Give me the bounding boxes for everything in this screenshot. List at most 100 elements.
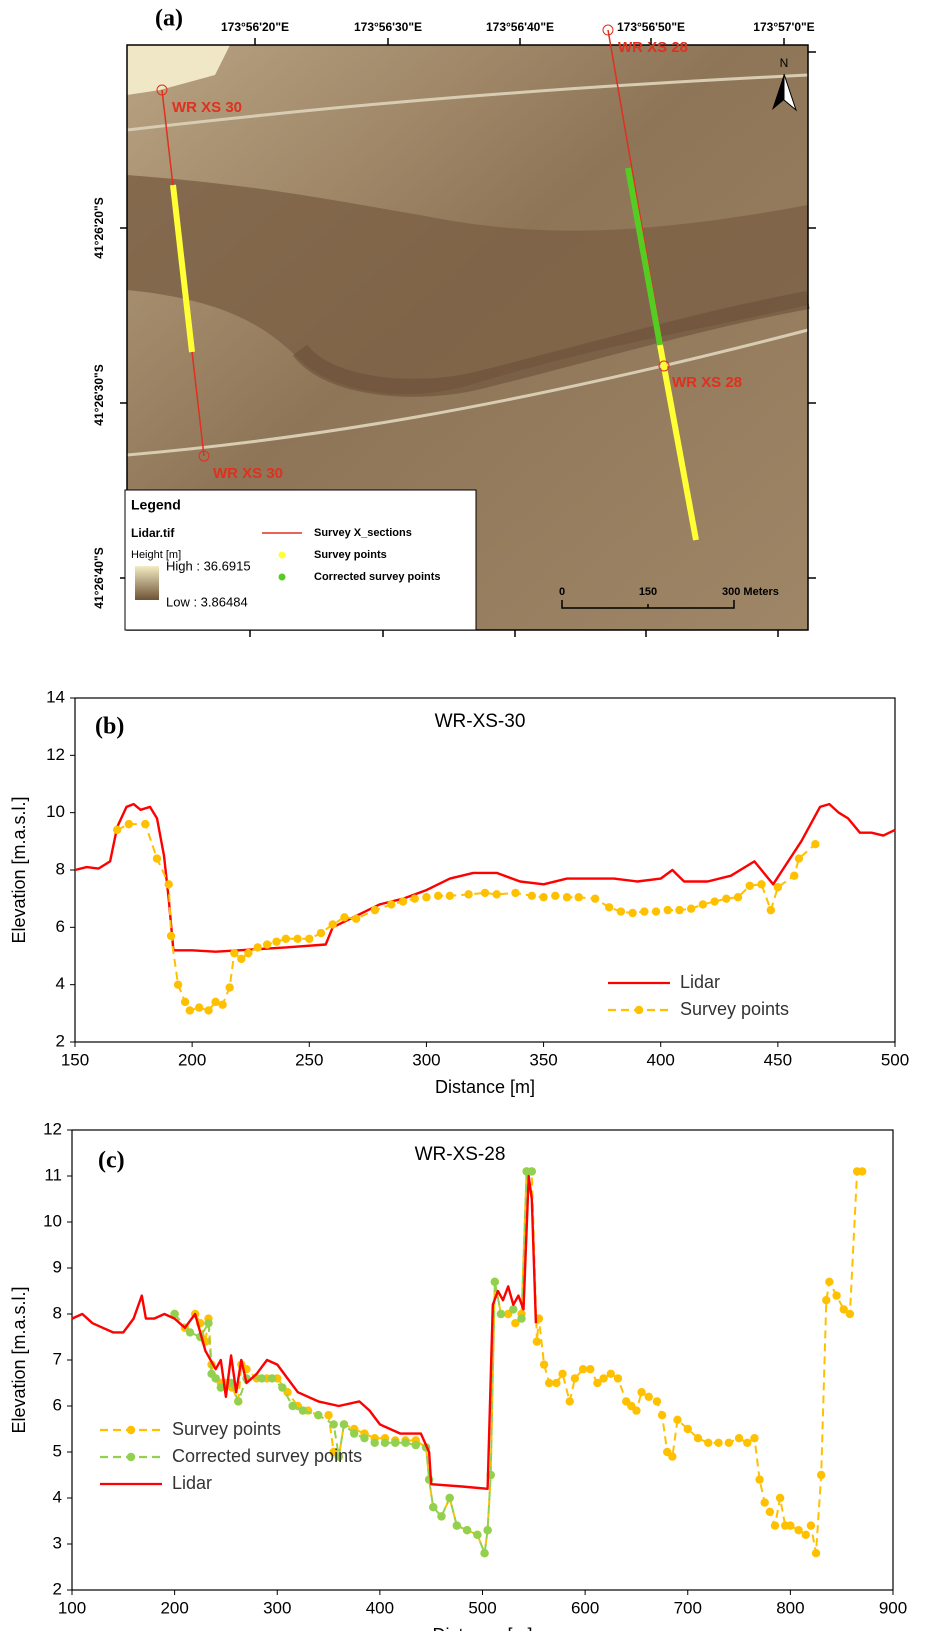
data-point — [562, 893, 572, 902]
data-point — [278, 1383, 287, 1392]
legend-swatch — [278, 551, 286, 559]
section-label: WR XS 28 — [672, 374, 742, 391]
data-point — [734, 1434, 744, 1443]
high-ground — [127, 45, 230, 95]
data-point — [663, 905, 672, 915]
data-point — [693, 1434, 703, 1443]
y-tick-label: 2 — [53, 1579, 62, 1598]
legend-marker — [126, 1425, 136, 1435]
data-point — [433, 891, 443, 900]
data-point — [445, 891, 455, 900]
lat-label: 41°26'20"S — [92, 197, 106, 258]
data-point — [305, 934, 314, 943]
chart-title: WR-XS-28 — [415, 1144, 506, 1165]
data-point — [267, 1374, 277, 1383]
data-point — [230, 948, 239, 958]
x-tick-label: 450 — [764, 1050, 792, 1069]
chart-title: WR-XS-30 — [435, 711, 526, 732]
lon-label: 173°56'40"E — [486, 20, 554, 34]
legend-title: Legend — [131, 497, 181, 513]
data-point — [141, 819, 150, 829]
data-point — [552, 1378, 561, 1388]
data-point — [473, 1530, 482, 1540]
data-point — [765, 1507, 775, 1517]
panel-label: (a) — [155, 6, 183, 32]
data-point — [770, 1521, 780, 1530]
data-point — [683, 1424, 692, 1434]
data-point — [673, 1415, 682, 1425]
data-point — [511, 888, 520, 898]
series-line — [173, 1170, 532, 1555]
data-point — [298, 1406, 308, 1415]
data-point — [593, 1378, 602, 1388]
x-tick-label: 500 — [881, 1050, 909, 1069]
panel-label: (c) — [98, 1148, 125, 1174]
x-tick-label: 100 — [58, 1598, 86, 1617]
legend-marker — [126, 1452, 136, 1462]
data-point — [387, 900, 396, 909]
data-point — [644, 1392, 653, 1402]
data-point — [257, 1374, 267, 1383]
data-point — [401, 1438, 410, 1448]
data-point — [698, 900, 708, 909]
data-point — [411, 1440, 420, 1450]
y-axis-label: Elevation [m.a.s.l.] — [9, 796, 29, 943]
data-point — [166, 931, 176, 941]
data-point — [845, 1309, 855, 1319]
y-tick-label: 2 — [56, 1031, 65, 1050]
section-label: WR XS 30 — [172, 99, 242, 116]
data-point — [185, 1006, 194, 1015]
data-point — [801, 1530, 810, 1540]
data-point — [462, 1526, 472, 1535]
survey-points — [170, 184, 195, 353]
legend-layer: Lidar.tif — [131, 526, 175, 540]
data-point — [218, 1000, 227, 1009]
scale-bar — [561, 600, 735, 609]
data-point — [509, 1305, 518, 1314]
y-tick-label: 12 — [43, 1119, 62, 1138]
lon-label: 173°57'0"E — [753, 20, 814, 34]
legend-label: Survey points — [680, 999, 789, 1019]
x-tick-label: 500 — [468, 1598, 496, 1617]
data-point — [253, 943, 262, 952]
legend-label: Lidar — [172, 1473, 212, 1493]
x-tick-label: 250 — [295, 1050, 323, 1069]
data-point — [194, 1003, 204, 1012]
data-point — [351, 914, 361, 923]
y-tick-label: 11 — [44, 1165, 62, 1184]
y-tick-label: 4 — [56, 974, 65, 993]
y-tick-label: 9 — [53, 1257, 62, 1276]
data-point — [244, 948, 253, 958]
corrected-survey-points — [625, 167, 663, 346]
data-point — [237, 954, 246, 964]
data-point — [714, 1438, 723, 1448]
data-point — [745, 881, 754, 890]
data-point — [652, 1397, 662, 1406]
legend-label: Lidar — [680, 972, 720, 992]
y-tick-label: 8 — [56, 859, 65, 878]
legend-item: Survey points — [314, 549, 387, 561]
data-point — [786, 1521, 795, 1530]
data-point — [422, 893, 431, 902]
data-point — [180, 997, 190, 1007]
data-point — [170, 1309, 179, 1319]
data-point — [578, 1365, 588, 1374]
y-tick-label: 6 — [53, 1395, 62, 1414]
data-point — [606, 1369, 615, 1379]
data-point — [398, 897, 408, 906]
data-point — [329, 1420, 338, 1429]
data-point — [437, 1512, 446, 1521]
data-point — [281, 934, 291, 943]
x-tick-label: 200 — [178, 1050, 206, 1069]
panel-label: (b) — [95, 714, 124, 740]
data-point — [532, 1337, 542, 1346]
data-point — [517, 1314, 526, 1323]
data-point — [604, 903, 614, 912]
data-point — [380, 1438, 390, 1448]
data-point — [832, 1291, 841, 1300]
data-point — [794, 1526, 803, 1535]
scale-label: 0 — [559, 586, 565, 598]
legend-item: Survey X_sections — [314, 527, 412, 539]
data-point — [483, 1526, 492, 1535]
